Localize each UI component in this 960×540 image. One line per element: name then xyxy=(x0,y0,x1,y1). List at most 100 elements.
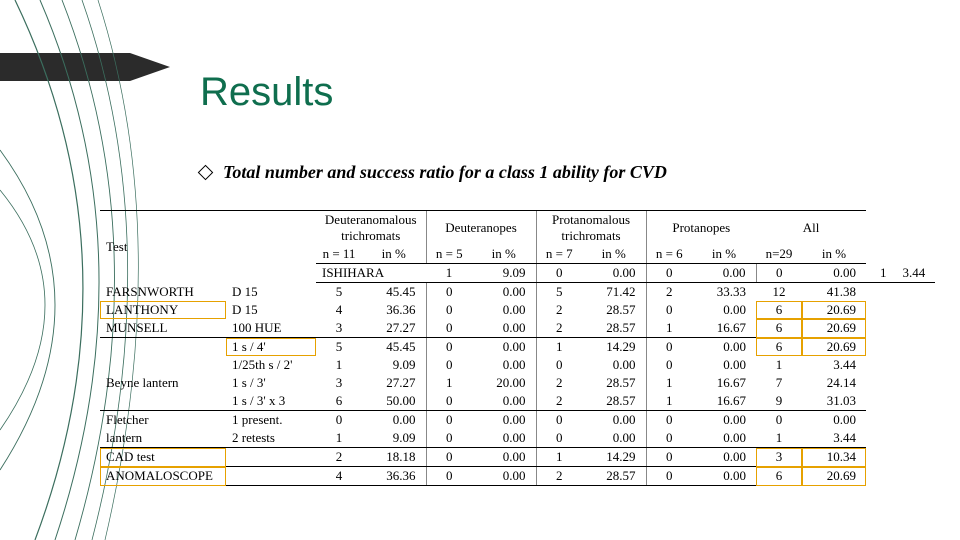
cell-pct: 20.69 xyxy=(802,301,866,319)
cell-pct: 18.18 xyxy=(362,448,426,467)
cell-pct: 20.00 xyxy=(472,374,536,392)
cell-n: 0 xyxy=(756,411,802,430)
cell-pct: 0.00 xyxy=(802,411,866,430)
bullet-text: Total number and success ratio for a cla… xyxy=(223,162,667,183)
cell-pct: 0.00 xyxy=(362,411,426,430)
hdr-group: Protanopes xyxy=(646,211,756,246)
cell-n: 1 xyxy=(426,264,472,283)
table-row: CAD test218.1800.00114.2900.00310.34 xyxy=(100,448,935,467)
cell-n: 0 xyxy=(426,392,472,411)
cell-n: 2 xyxy=(646,283,692,302)
hdr-n: n = 7 xyxy=(536,245,582,264)
cell-sub: D 15 xyxy=(226,283,316,302)
cell-pct: 36.36 xyxy=(362,467,426,486)
cell-n: 2 xyxy=(536,374,582,392)
cell-pct: 3.44 xyxy=(802,429,866,448)
cell-n: 3 xyxy=(756,448,802,467)
cell-n: 0 xyxy=(536,356,582,374)
cell-pct: 0.00 xyxy=(582,411,646,430)
cell-n: 0 xyxy=(756,264,802,283)
cell-n: 0 xyxy=(646,448,692,467)
hdr-pct: in % xyxy=(582,245,646,264)
cell-sub: 2 retests xyxy=(226,429,316,448)
cell-pct: 0.00 xyxy=(692,448,756,467)
cell-n: 1 xyxy=(866,264,900,283)
cell-sub xyxy=(226,448,316,467)
cell-pct: 20.69 xyxy=(802,319,866,338)
cell-n: 12 xyxy=(756,283,802,302)
cell-pct: 16.67 xyxy=(692,392,756,411)
cell-n: 1 xyxy=(536,338,582,357)
table-row: Beyne lantern1 s / 3'327.27120.00228.571… xyxy=(100,374,935,392)
cell-test: MUNSELL xyxy=(100,319,226,338)
results-table: TestDeuteranomaloustrichromatsDeuteranop… xyxy=(100,210,935,486)
cell-n: 1 xyxy=(646,374,692,392)
cell-test: ANOMALOSCOPE xyxy=(100,467,226,486)
cell-n: 1 xyxy=(646,392,692,411)
cell-pct: 0.00 xyxy=(472,301,536,319)
cell-pct: 0.00 xyxy=(472,338,536,357)
cell-pct: 0.00 xyxy=(692,301,756,319)
cell-sub: 1 s / 4' xyxy=(226,338,316,357)
cell-pct: 41.38 xyxy=(802,283,866,302)
cell-test: Beyne lantern xyxy=(100,374,226,392)
hdr-pct: in % xyxy=(472,245,536,264)
cell-n: 4 xyxy=(316,467,362,486)
cell-n: 0 xyxy=(646,411,692,430)
cell-pct: 28.57 xyxy=(582,319,646,338)
table-row: 1 s / 4'545.4500.00114.2900.00620.69 xyxy=(100,338,935,357)
cell-pct: 71.42 xyxy=(582,283,646,302)
hdr-pct: in % xyxy=(802,245,866,264)
cell-test: lantern xyxy=(100,429,226,448)
cell-pct: 20.69 xyxy=(802,467,866,486)
table-row: FARSNWORTHD 15545.4500.00571.42233.33124… xyxy=(100,283,935,302)
cell-n: 6 xyxy=(756,319,802,338)
bullet-row: Total number and success ratio for a cla… xyxy=(200,162,667,183)
cell-n: 0 xyxy=(536,264,582,283)
cell-n: 2 xyxy=(536,467,582,486)
cell-pct: 0.00 xyxy=(692,356,756,374)
cell-pct: 27.27 xyxy=(362,374,426,392)
cell-n: 1 xyxy=(316,356,362,374)
cell-n: 9 xyxy=(756,392,802,411)
cell-n: 0 xyxy=(646,356,692,374)
cell-n: 0 xyxy=(316,411,362,430)
cell-pct: 0.00 xyxy=(472,356,536,374)
cell-pct: 24.14 xyxy=(802,374,866,392)
cell-n: 5 xyxy=(536,283,582,302)
table-row: MUNSELL100 HUE327.2700.00228.57116.67620… xyxy=(100,319,935,338)
cell-n: 0 xyxy=(426,356,472,374)
diamond-bullet-icon xyxy=(198,165,214,181)
cell-sub: 100 HUE xyxy=(226,319,316,338)
cell-pct: 50.00 xyxy=(362,392,426,411)
cell-n: 3 xyxy=(316,319,362,338)
cell-n: 6 xyxy=(756,338,802,357)
hdr-test: Test xyxy=(100,211,226,283)
cell-pct: 45.45 xyxy=(362,338,426,357)
cell-n: 0 xyxy=(646,264,692,283)
cell-n: 1 xyxy=(756,356,802,374)
cell-sub xyxy=(226,467,316,486)
cell-n: 0 xyxy=(426,429,472,448)
cell-n: 1 xyxy=(646,319,692,338)
page-title: Results xyxy=(200,70,333,115)
hdr-n: n = 5 xyxy=(426,245,472,264)
cell-n: 6 xyxy=(756,301,802,319)
cell-pct: 0.00 xyxy=(472,283,536,302)
cell-pct: 0.00 xyxy=(472,429,536,448)
cell-n: 0 xyxy=(426,338,472,357)
cell-pct: 0.00 xyxy=(692,467,756,486)
cell-n: 0 xyxy=(536,411,582,430)
cell-n: 7 xyxy=(756,374,802,392)
cell-sub: 1 s / 3' x 3 xyxy=(226,392,316,411)
hdr-n: n = 11 xyxy=(316,245,362,264)
cell-pct: 28.57 xyxy=(582,374,646,392)
cell-test xyxy=(100,356,226,374)
cell-pct: 9.09 xyxy=(362,429,426,448)
cell-n: 0 xyxy=(426,283,472,302)
cell-test: CAD test xyxy=(100,448,226,467)
cell-pct: 0.00 xyxy=(472,392,536,411)
cell-sub: 1 present. xyxy=(226,411,316,430)
cell-pct: 9.09 xyxy=(472,264,536,283)
cell-pct: 45.45 xyxy=(362,283,426,302)
